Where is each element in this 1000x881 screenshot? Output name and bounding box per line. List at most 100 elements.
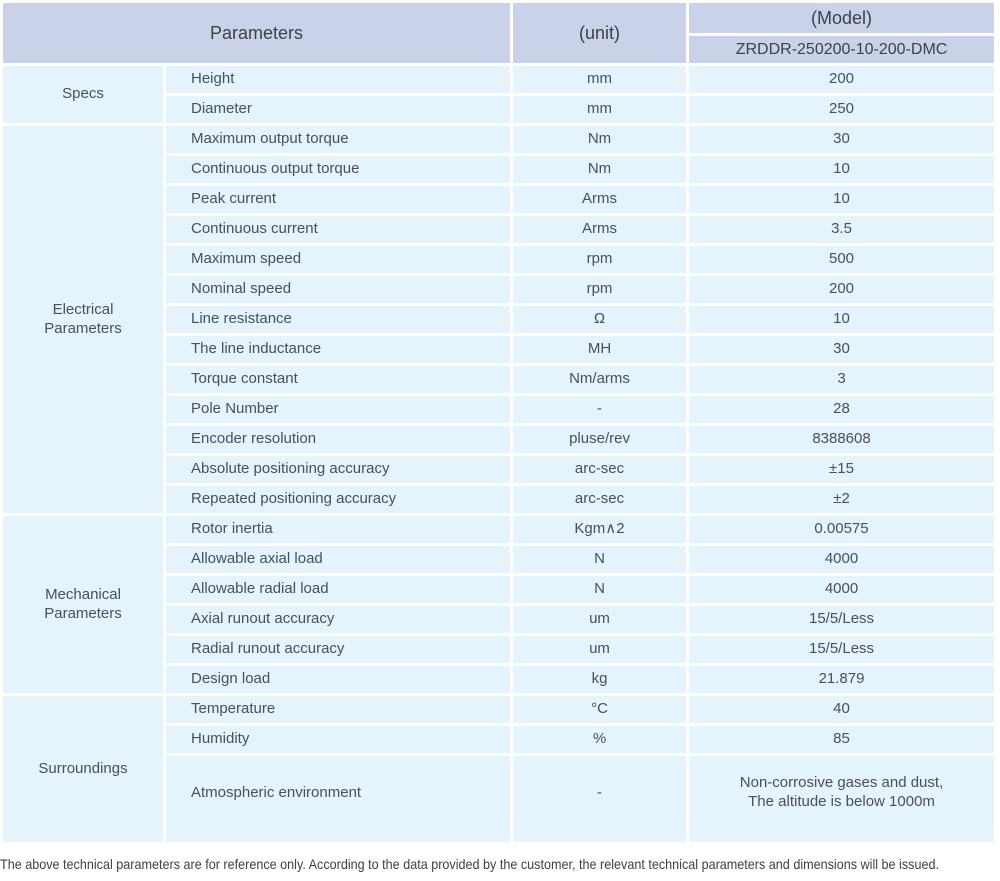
- model-value-cell: ZRDDR-250200-10-200-DMC: [689, 36, 995, 63]
- table-body: Specs Height mm 200 Diameter mm 250 Electrical …: [3, 66, 995, 842]
- table-row: The line inductance MH 30: [3, 336, 995, 363]
- value-cell: 500: [689, 246, 995, 273]
- table-row: Line resistance Ω 10: [3, 306, 995, 333]
- table-row: Mechanical Parameters Rotor inertia Kgm∧2 0…: [3, 516, 995, 693]
- table-row: Specs Height mm 200: [3, 66, 995, 123]
- param-cell: Maximum output torque: [166, 126, 511, 153]
- unit-cell: -: [513, 396, 687, 423]
- table-row: Diameter mm 250: [3, 96, 995, 123]
- value-cell: 8388608: [689, 426, 995, 453]
- value-cell: ±2: [689, 486, 995, 513]
- param-cell: Humidity: [166, 726, 511, 753]
- table-row: Surroundings Temperature °C 40: [3, 696, 995, 842]
- unit-cell: um: [513, 606, 687, 633]
- table-row: Humidity% 85: [3, 726, 995, 753]
- param-cell: Allowable radial load: [166, 576, 511, 603]
- param-cell: Diameter: [166, 96, 511, 123]
- header-row-top: Parameters (unit) (Model): [3, 3, 995, 63]
- table-row: Pole Number -28: [3, 396, 995, 423]
- unit-cell: arc-sec: [513, 486, 687, 513]
- unit-cell: N: [513, 546, 687, 573]
- unit-cell: arc-sec: [513, 456, 687, 483]
- param-cell: Encoder resolution: [166, 426, 511, 453]
- value-cell: 30: [689, 336, 995, 363]
- param-cell: Repeated positioning accuracy: [166, 486, 511, 513]
- table-header: Parameters (unit) (Model) ZRDDR-250200-1…: [3, 3, 995, 63]
- table-row: Peak current Arms 10: [3, 186, 995, 213]
- table-row: Allowable axial load N 4000: [3, 546, 995, 573]
- unit-cell: kg: [513, 666, 687, 693]
- param-cell: Pole Number: [166, 396, 511, 423]
- table-row: Torque constant Nm/arms 3: [3, 366, 995, 393]
- unit-cell: mm: [513, 66, 687, 93]
- param-cell: Axial runout accuracy: [166, 606, 511, 633]
- group-cell-mechanical-parameters: Mechanical Parameters: [3, 516, 163, 693]
- value-cell: 4000: [689, 576, 995, 603]
- unit-cell: Nm: [513, 126, 687, 153]
- param-cell: Continuous output torque: [166, 156, 511, 183]
- table-row: Nominal speed rpm 200: [3, 276, 995, 303]
- value-cell: 10: [689, 156, 995, 183]
- header-row-model: ZRDDR-250200-10-200-DMC: [3, 36, 995, 63]
- unit-cell: Arms: [513, 216, 687, 243]
- param-cell: Continuous current: [166, 216, 511, 243]
- table-row: Continuous current Arms 3.5: [3, 216, 995, 243]
- param-cell: Line resistance: [166, 306, 511, 333]
- value-cell: 15/5/Less: [689, 606, 995, 633]
- value-cell: 200: [689, 276, 995, 303]
- param-cell: Height: [166, 66, 511, 93]
- table-row: Maximum speed rpm 500: [3, 246, 995, 273]
- value-cell: 30: [689, 126, 995, 153]
- unit-cell: pluse/rev: [513, 426, 687, 453]
- model-header-cell: (Model): [689, 3, 995, 33]
- footer-note: The above technical parameters are for r…: [0, 856, 1000, 874]
- unit-cell: %: [513, 726, 687, 753]
- param-cell: Rotor inertia: [166, 516, 511, 543]
- table-row: Absolute positioning accuracy arc-sec ±15: [3, 456, 995, 483]
- table-row: Atmospheric environment - Non-corrosive ga…: [3, 756, 995, 842]
- unit-cell: Ω: [513, 306, 687, 333]
- param-cell: Maximum speed: [166, 246, 511, 273]
- spec-table: Parameters (unit) (Model) ZRDDR-250200-1…: [3, 3, 995, 842]
- unit-cell: Kgm∧2: [513, 516, 687, 543]
- param-cell: Atmospheric environment: [166, 756, 511, 842]
- param-cell: Radial runout accuracy: [166, 636, 511, 663]
- group-cell-specs: Specs: [3, 66, 163, 123]
- table-row: Electrical Parameters Maximum output torq…: [3, 126, 995, 513]
- value-cell: 15/5/Less: [689, 636, 995, 663]
- unit-cell: Nm: [513, 156, 687, 183]
- value-cell: 28: [689, 396, 995, 423]
- unit-cell: N: [513, 576, 687, 603]
- table-row: Allowable radial load N 4000: [3, 576, 995, 603]
- unit-cell: °C: [513, 696, 687, 723]
- footer-note-text: The above technical parameters are for r…: [0, 856, 939, 872]
- table-row: Encoder resolution pluse/rev 8388608: [3, 426, 995, 453]
- param-cell: Peak current: [166, 186, 511, 213]
- table-row: Continuous output torque Nm 10: [3, 156, 995, 183]
- parameters-header-cell: Parameters: [3, 3, 511, 63]
- param-cell: Allowable axial load: [166, 546, 511, 573]
- param-cell: Temperature: [166, 696, 511, 723]
- value-cell: 0.00575: [689, 516, 995, 543]
- unit-cell: rpm: [513, 276, 687, 303]
- value-cell: 10: [689, 306, 995, 333]
- value-cell: Non-corrosive gases and dust, The altitu…: [689, 756, 995, 842]
- value-cell: 3: [689, 366, 995, 393]
- value-cell: 3.5: [689, 216, 995, 243]
- value-cell: 4000: [689, 546, 995, 573]
- unit-cell: MH: [513, 336, 687, 363]
- value-cell: 21.879: [689, 666, 995, 693]
- value-cell: 250: [689, 96, 995, 123]
- unit-cell: mm: [513, 96, 687, 123]
- unit-cell: um: [513, 636, 687, 663]
- unit-cell: -: [513, 756, 687, 842]
- value-cell: 85: [689, 726, 995, 753]
- group-cell-electrical-parameters: Electrical Parameters: [3, 126, 163, 513]
- param-cell: Absolute positioning accuracy: [166, 456, 511, 483]
- value-cell: 200: [689, 66, 995, 93]
- param-cell: The line inductance: [166, 336, 511, 363]
- value-cell: 10: [689, 186, 995, 213]
- value-cell: 40: [689, 696, 995, 723]
- value-cell: ±15: [689, 456, 995, 483]
- table-row: Axial runout accuracy um 15/5/Less: [3, 606, 995, 633]
